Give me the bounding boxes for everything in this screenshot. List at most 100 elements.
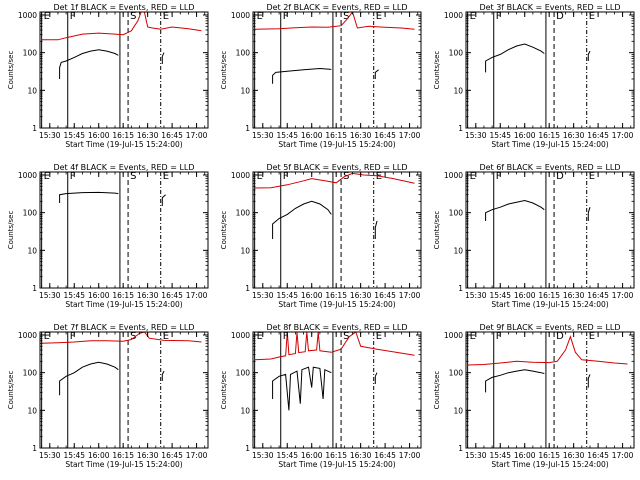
x-tick-label: 16:45	[161, 131, 183, 140]
chart-series-group	[485, 43, 591, 73]
events-series-line	[374, 220, 378, 239]
time-marker-label: S	[343, 11, 349, 22]
time-marker-label: F	[70, 331, 76, 342]
plot-frame	[39, 11, 209, 129]
x-tick-label: 16:15	[325, 451, 347, 460]
y-tick-label: 10	[453, 246, 463, 255]
y-tick-label: 10	[27, 406, 37, 415]
chart-title: Det 7f BLACK = Events, RED = LLD	[53, 323, 194, 332]
y-tick-label: 1	[245, 284, 250, 293]
x-axis-label: Start Time (19-Jul-15 15:24:00)	[491, 300, 608, 309]
y-axis-label: Counts/sec	[433, 371, 441, 410]
chart-series-group	[41, 172, 202, 206]
x-tick-label: 16:30	[563, 131, 585, 140]
y-tick-label: 1	[458, 284, 463, 293]
x-tick-label: 16:15	[538, 291, 560, 300]
x-tick-label: 15:45	[489, 131, 511, 140]
events-series-line	[59, 361, 119, 396]
x-tick-label: 17:00	[399, 451, 421, 460]
x-tick-label: 16:30	[563, 451, 585, 460]
x-tick-label: 16:45	[161, 451, 183, 460]
events-series-line	[161, 194, 166, 206]
time-marker-label: F	[70, 11, 76, 22]
time-marker-label: S	[130, 171, 136, 182]
y-tick-label: 100	[449, 369, 464, 378]
y-tick-label: 1	[458, 444, 463, 453]
y-tick-label: 1000	[444, 11, 463, 20]
time-marker-label: E	[589, 331, 595, 342]
events-series-line	[587, 207, 591, 221]
time-marker-label: E	[376, 331, 382, 342]
y-tick-label: 10	[240, 86, 250, 95]
y-tick-label: 1	[245, 444, 250, 453]
x-tick-label: 16:15	[538, 131, 560, 140]
chart-series-group	[467, 335, 628, 393]
lld-series-line	[254, 12, 415, 30]
events-series-line	[59, 191, 119, 203]
x-tick-label: 15:30	[39, 291, 61, 300]
y-tick-label: 100	[449, 49, 464, 58]
x-tick-label: 15:45	[63, 451, 85, 460]
lld-series-line	[467, 335, 628, 366]
y-axis-label: Counts/sec	[7, 51, 15, 90]
y-tick-label: 10	[27, 246, 37, 255]
x-tick-label: 15:45	[63, 291, 85, 300]
plot-frame	[252, 171, 422, 289]
x-tick-label: 16:00	[514, 291, 536, 300]
time-marker-label: E	[163, 171, 169, 182]
x-tick-label: 16:00	[301, 451, 323, 460]
chart-title: Det 2f BLACK = Events, RED = LLD	[266, 3, 407, 12]
x-tick-label: 15:45	[276, 451, 298, 460]
y-axis-label: Counts/sec	[220, 51, 228, 90]
events-series-line	[485, 369, 545, 393]
x-axis-label: Start Time (19-Jul-15 15:24:00)	[65, 140, 182, 149]
time-marker-label: D	[556, 11, 564, 22]
x-tick-label: 15:30	[252, 291, 274, 300]
chart-series-group	[254, 12, 415, 84]
y-axis-label: Counts/sec	[7, 211, 15, 250]
x-tick-label: 16:15	[325, 131, 347, 140]
time-marker-label: E	[589, 171, 595, 182]
x-tick-label: 17:00	[612, 451, 634, 460]
events-series-line	[59, 49, 119, 79]
x-tick-label: 16:00	[301, 291, 323, 300]
y-tick-label: 100	[236, 209, 251, 218]
x-tick-label: 15:30	[39, 131, 61, 140]
events-series-line	[161, 370, 165, 381]
x-axis-label: Start Time (19-Jul-15 15:24:00)	[278, 300, 395, 309]
y-tick-label: 1000	[231, 171, 250, 180]
x-axis-label: Start Time (19-Jul-15 15:24:00)	[491, 460, 608, 469]
events-series-line	[485, 43, 545, 73]
time-marker-label: E	[257, 11, 263, 22]
chart-title: Det 6f BLACK = Events, RED = LLD	[479, 163, 620, 172]
plot-frame	[252, 11, 422, 129]
x-tick-label: 16:00	[514, 131, 536, 140]
x-tick-label: 16:15	[112, 291, 134, 300]
chart-title: Det 1f BLACK = Events, RED = LLD	[53, 3, 194, 12]
events-series-line	[374, 69, 379, 79]
x-tick-label: 16:00	[88, 451, 110, 460]
x-tick-label: 15:45	[276, 291, 298, 300]
chart-title: Det 9f BLACK = Events, RED = LLD	[479, 323, 620, 332]
x-tick-label: 15:45	[489, 291, 511, 300]
time-marker-label: F	[496, 331, 502, 342]
x-tick-label: 17:00	[612, 291, 634, 300]
y-tick-label: 1000	[231, 11, 250, 20]
x-axis-label: Start Time (19-Jul-15 15:24:00)	[278, 460, 395, 469]
time-marker-label: F	[283, 11, 289, 22]
x-tick-label: 17:00	[186, 451, 208, 460]
x-tick-label: 16:30	[137, 291, 159, 300]
events-series-line	[161, 52, 165, 64]
y-tick-label: 10	[240, 406, 250, 415]
time-marker-label: D	[556, 171, 564, 182]
lld-series-line	[254, 332, 415, 361]
x-tick-label: 15:30	[465, 451, 487, 460]
chart-series-group	[254, 172, 415, 239]
x-tick-label: 16:45	[587, 291, 609, 300]
plot-frame	[465, 171, 635, 289]
time-marker-label: E	[44, 11, 50, 22]
